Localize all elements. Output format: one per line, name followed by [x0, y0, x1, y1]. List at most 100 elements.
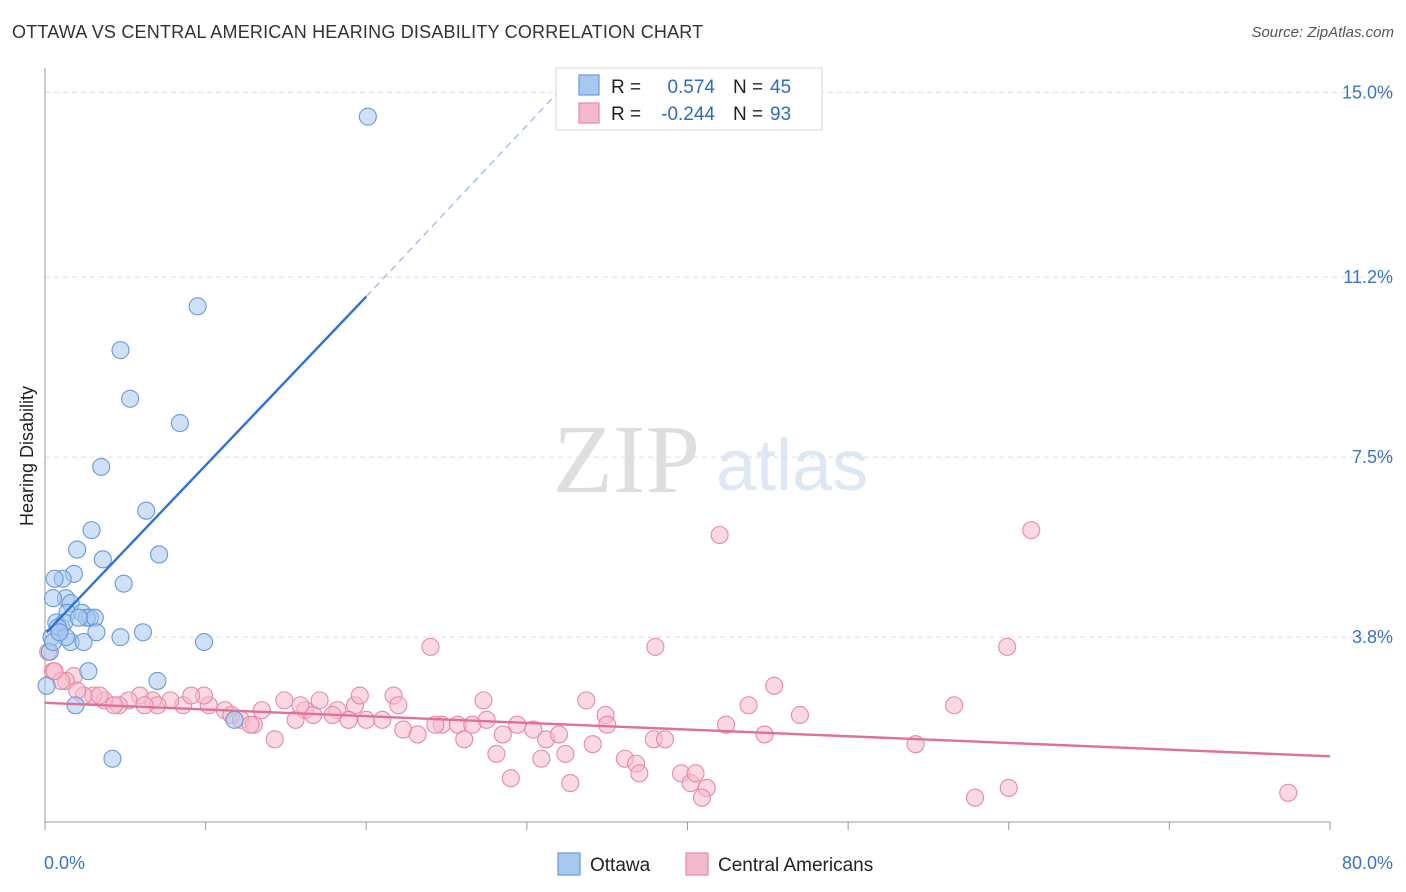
central-americans-point	[501, 769, 520, 788]
ottawa-point	[50, 623, 69, 642]
ottawa-trend-line	[45, 295, 368, 634]
central-americans-point	[421, 637, 440, 656]
central-americans-point	[339, 710, 358, 729]
ottawa-point	[79, 662, 98, 681]
central-americans-point	[646, 637, 665, 656]
y-tick-label: 15.0%	[1342, 82, 1393, 102]
stats-box-frame	[555, 67, 823, 131]
central-americans-point	[265, 730, 284, 749]
central-americans-point	[389, 696, 408, 715]
ottawa-point	[43, 589, 63, 608]
trend-lines	[44, 82, 1331, 758]
stats-ottawa-n-value: 45	[770, 77, 791, 98]
central-americans-point	[350, 686, 369, 705]
ottawa-point	[170, 414, 189, 433]
ottawa-point	[37, 676, 56, 695]
central-americans-point	[357, 710, 376, 729]
y-tick-label: 3.8%	[1352, 627, 1393, 647]
central-americans-point	[1279, 783, 1298, 802]
central-americans-point	[426, 715, 445, 734]
central-americans-point	[561, 774, 580, 793]
central-americans-point	[45, 662, 64, 681]
central-americans-point	[493, 725, 512, 744]
ottawa-point	[149, 545, 169, 564]
x-tick-label-min: 0.0%	[44, 853, 85, 873]
central-americans-point	[965, 788, 985, 807]
stats-central-n-label: N =	[733, 104, 763, 125]
central-americans-point	[252, 701, 271, 720]
central-americans-point	[583, 735, 602, 754]
chart-title: OTTAWA VS CENTRAL AMERICAN HEARING DISAB…	[12, 22, 704, 42]
central-americans-point	[765, 676, 784, 695]
ottawa-point	[69, 608, 88, 627]
ottawa-point	[358, 107, 377, 126]
y-axis-label: Hearing Disability	[17, 386, 37, 526]
stats-central-r-label: R =	[611, 104, 641, 125]
central-americans-point	[373, 710, 392, 729]
central-americans-point	[474, 691, 493, 710]
central-americans-point	[524, 720, 543, 739]
stats-box: R = 0.574 N = 45 R = -0.244 N = 93	[555, 67, 823, 131]
central-americans-point	[90, 686, 109, 705]
ottawa-point	[74, 632, 93, 652]
ottawa-point	[188, 297, 207, 316]
central-americans-point	[275, 691, 294, 710]
central-americans-point	[945, 696, 964, 715]
central-americans-point	[487, 744, 506, 763]
ottawa-point	[103, 749, 122, 768]
ottawa-point	[114, 574, 133, 593]
stats-ottawa-r-label: R =	[611, 77, 641, 98]
central-americans-point	[408, 725, 427, 744]
central-americans-point	[455, 730, 474, 749]
y-tick-label: 11.2%	[1343, 267, 1393, 287]
stats-swatch-central-americans	[578, 102, 600, 124]
central-americans-point	[241, 715, 260, 734]
stats-central-n-value: 93	[770, 104, 791, 125]
stats-ottawa-n-label: N =	[733, 77, 763, 98]
stats-central-r-value: -0.244	[661, 104, 715, 125]
central-americans-point	[508, 715, 527, 734]
central-americans-point	[739, 696, 758, 715]
central-americans-point	[999, 778, 1018, 797]
watermark-atlas: atlas	[716, 426, 868, 506]
ottawa-point	[121, 389, 140, 408]
ottawa-point	[92, 457, 111, 476]
central-americans-point	[716, 715, 736, 734]
ottawa-point	[82, 521, 101, 540]
ottawa-point	[111, 341, 130, 360]
ottawa-point	[137, 501, 156, 520]
watermark-zip: ZIP	[553, 406, 700, 514]
legend-label-ottawa: Ottawa	[590, 855, 651, 876]
central-americans-point	[692, 788, 712, 807]
data-points	[37, 107, 1298, 807]
central-americans-point	[1022, 521, 1041, 540]
central-americans-point	[710, 525, 729, 545]
central-americans-point	[577, 691, 596, 710]
central-americans-point	[182, 686, 201, 705]
central-americans-point	[310, 691, 329, 710]
stats-swatch-ottawa	[578, 74, 600, 96]
legend-swatch-ottawa	[557, 852, 581, 876]
ottawa-point	[111, 628, 130, 647]
y-tick-label: 7.5%	[1352, 447, 1393, 467]
legend: Ottawa Central Americans	[557, 852, 873, 876]
ottawa-trend-extension	[365, 82, 568, 298]
x-ticks	[44, 822, 1331, 830]
source-note: Source: ZipAtlas.com	[1251, 24, 1394, 41]
stats-ottawa-r-value: 0.574	[667, 77, 715, 98]
central-americans-point	[556, 744, 575, 763]
ottawa-point	[225, 710, 244, 729]
central-americans-point	[655, 730, 675, 749]
legend-swatch-central-americans	[685, 852, 709, 876]
central-americans-point	[291, 696, 310, 715]
ottawa-point	[133, 623, 153, 642]
gridlines	[45, 91, 1392, 638]
ottawa-point	[148, 671, 167, 690]
central-americans-point	[135, 696, 154, 715]
watermark: ZIP atlas	[553, 406, 868, 514]
central-americans-trend-line	[44, 701, 1331, 758]
central-americans-point	[998, 637, 1017, 656]
central-americans-point	[755, 725, 774, 744]
y-tick-labels: 3.8% 7.5% 11.2% 15.0%	[1342, 82, 1393, 647]
